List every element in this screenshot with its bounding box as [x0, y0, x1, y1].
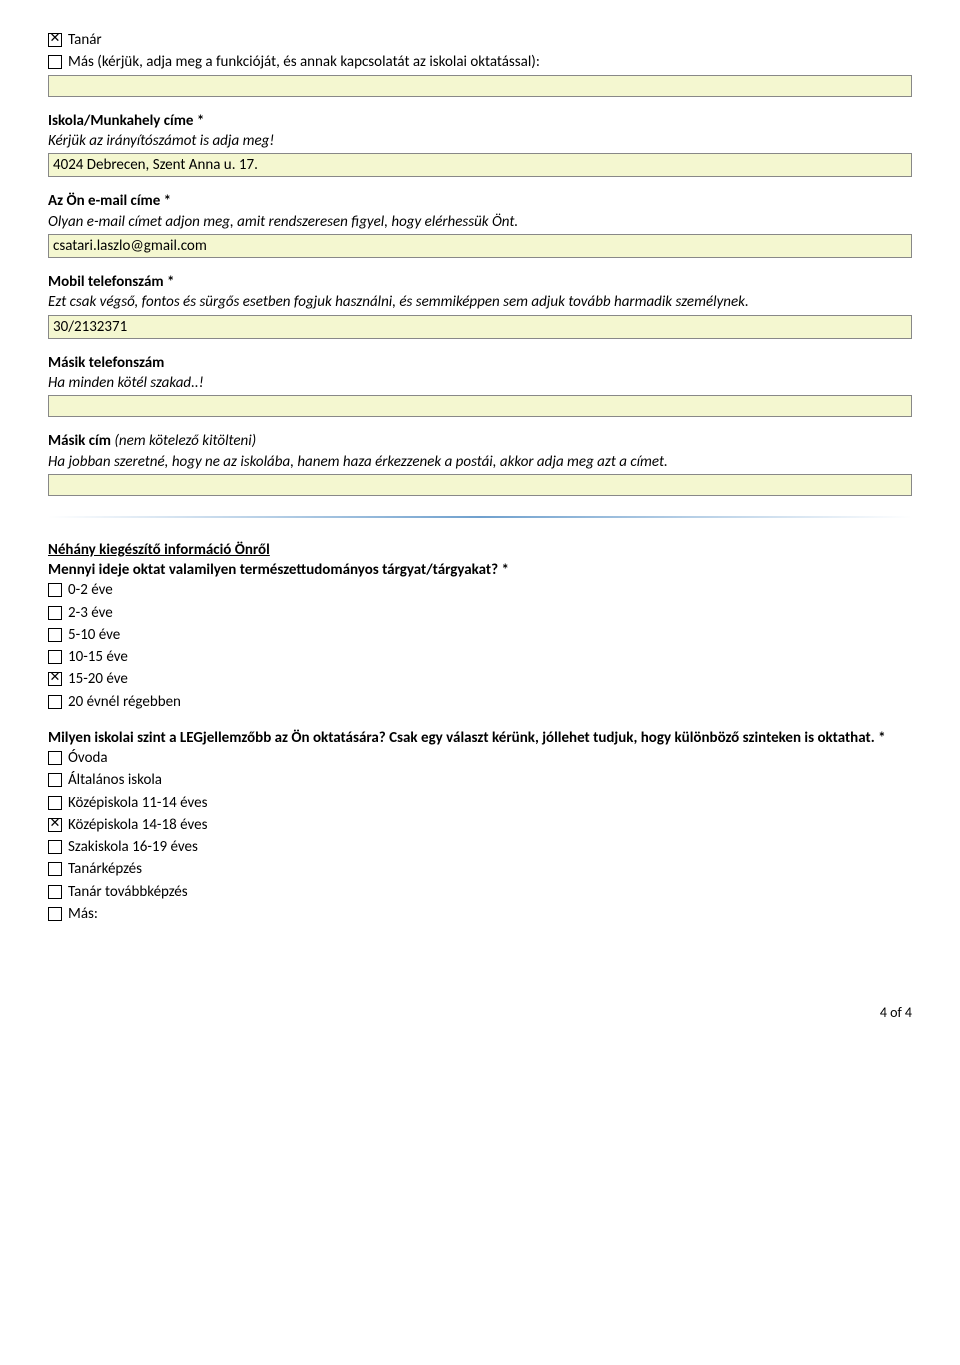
- level-option-row-2: Középiskola 11-14 éves: [48, 793, 912, 813]
- top-check-label-0: Tanár: [68, 30, 102, 50]
- level-option-checkbox-4[interactable]: [48, 840, 62, 854]
- workplace-hint: Kérjük az irányítószámot is adja meg!: [48, 132, 274, 150]
- q-level-question: Milyen iskolai szint a LEGjellemzőbb az …: [48, 729, 886, 747]
- field-email: Az Ön e-mail címe * Olyan e-mail címet a…: [48, 191, 912, 258]
- level-option-label-0: Óvoda: [68, 748, 108, 768]
- exp-option-label-2: 5-10 éve: [68, 625, 120, 645]
- top-check-label-1: Más (kérjük, adja meg a funkcióját, és a…: [68, 52, 540, 72]
- exp-option-label-5: 20 évnél régebben: [68, 692, 181, 712]
- level-option-checkbox-2[interactable]: [48, 796, 62, 810]
- other-phone-hint: Ha minden kötél szakad..!: [48, 374, 204, 392]
- exp-option-checkbox-3[interactable]: [48, 650, 62, 664]
- other-address-input[interactable]: [48, 474, 912, 496]
- top-other-input[interactable]: [48, 75, 912, 97]
- level-option-label-1: Általános iskola: [68, 770, 162, 790]
- exp-option-checkbox-1[interactable]: [48, 606, 62, 620]
- level-option-checkbox-6[interactable]: [48, 885, 62, 899]
- workplace-input[interactable]: 4024 Debrecen, Szent Anna u. 17.: [48, 153, 912, 177]
- other-address-label: Másik cím: [48, 432, 111, 450]
- exp-option-label-4: 15-20 éve: [68, 669, 128, 689]
- top-check-row-1: Más (kérjük, adja meg a funkcióját, és a…: [48, 52, 912, 72]
- section2-title-block: Néhány kiegészítő információ Önről Menny…: [48, 540, 912, 712]
- field-mobile: Mobil telefonszám * Ezt csak végső, font…: [48, 272, 912, 339]
- level-option-label-5: Tanárképzés: [68, 859, 142, 879]
- level-option-row-4: Szakiskola 16-19 éves: [48, 837, 912, 857]
- level-option-checkbox-1[interactable]: [48, 773, 62, 787]
- level-option-label-2: Középiskola 11-14 éves: [68, 793, 207, 813]
- level-option-label-6: Tanár továbbképzés: [68, 882, 188, 902]
- exp-option-checkbox-5[interactable]: [48, 695, 62, 709]
- level-option-row-5: Tanárképzés: [48, 859, 912, 879]
- other-phone-input[interactable]: [48, 395, 912, 417]
- field-other-phone: Másik telefonszám Ha minden kötél szakad…: [48, 353, 912, 418]
- email-input[interactable]: csatari.laszlo@gmail.com: [48, 234, 912, 258]
- mobile-input[interactable]: 30/2132371: [48, 315, 912, 339]
- level-option-checkbox-7[interactable]: [48, 907, 62, 921]
- exp-option-row-1: 2-3 éve: [48, 603, 912, 623]
- q-experience-question: Mennyi ideje oktat valamilyen természett…: [48, 561, 509, 579]
- exp-option-row-3: 10-15 éve: [48, 647, 912, 667]
- exp-option-checkbox-0[interactable]: [48, 583, 62, 597]
- mobile-hint: Ezt csak végső, fontos és sürgős esetben…: [48, 293, 749, 311]
- exp-option-row-2: 5-10 éve: [48, 625, 912, 645]
- mobile-label: Mobil telefonszám *: [48, 273, 174, 291]
- level-option-label-4: Szakiskola 16-19 éves: [68, 837, 198, 857]
- level-option-row-0: Óvoda: [48, 748, 912, 768]
- exp-option-row-0: 0-2 éve: [48, 580, 912, 600]
- other-address-hint: Ha jobban szeretné, hogy ne az iskolába,…: [48, 453, 668, 471]
- exp-option-checkbox-2[interactable]: [48, 628, 62, 642]
- level-option-checkbox-0[interactable]: [48, 751, 62, 765]
- top-check-row-0: Tanár: [48, 30, 912, 50]
- exp-option-row-5: 20 évnél régebben: [48, 692, 912, 712]
- page-footer: 4 of 4: [48, 1004, 912, 1023]
- q-level-block: Milyen iskolai szint a LEGjellemzőbb az …: [48, 728, 912, 924]
- exp-option-label-0: 0-2 éve: [68, 580, 113, 600]
- exp-option-row-4: 15-20 éve: [48, 669, 912, 689]
- exp-option-label-3: 10-15 éve: [68, 647, 128, 667]
- level-option-label-7: Más:: [68, 904, 98, 924]
- other-phone-label: Másik telefonszám: [48, 354, 164, 372]
- section-divider: [48, 516, 912, 518]
- section2-title: Néhány kiegészítő információ Önről: [48, 541, 270, 559]
- level-option-row-3: Középiskola 14-18 éves: [48, 815, 912, 835]
- level-option-row-6: Tanár továbbképzés: [48, 882, 912, 902]
- level-option-checkbox-5[interactable]: [48, 862, 62, 876]
- level-option-label-3: Középiskola 14-18 éves: [68, 815, 207, 835]
- email-hint: Olyan e-mail címet adjon meg, amit rends…: [48, 213, 518, 231]
- top-check-checkbox-0[interactable]: [48, 33, 62, 47]
- other-address-label-suffix: (nem kötelező kitölteni): [111, 432, 256, 450]
- exp-option-label-1: 2-3 éve: [68, 603, 113, 623]
- level-option-row-1: Általános iskola: [48, 770, 912, 790]
- level-option-row-7: Más:: [48, 904, 912, 924]
- level-option-checkbox-3[interactable]: [48, 818, 62, 832]
- top-check-checkbox-1[interactable]: [48, 55, 62, 69]
- workplace-label: Iskola/Munkahely címe *: [48, 112, 204, 130]
- email-label: Az Ön e-mail címe *: [48, 192, 171, 210]
- field-workplace: Iskola/Munkahely címe * Kérjük az irányí…: [48, 111, 912, 178]
- field-other-address: Másik cím (nem kötelező kitölteni) Ha jo…: [48, 431, 912, 496]
- exp-option-checkbox-4[interactable]: [48, 672, 62, 686]
